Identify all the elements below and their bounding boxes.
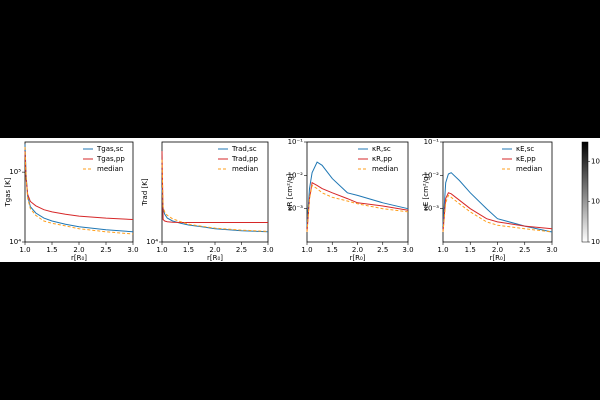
y-tick-label: 10⁻² bbox=[424, 171, 440, 179]
x-tick-label: 1.5 bbox=[465, 246, 476, 254]
x-tick-label: 1.0 bbox=[301, 246, 312, 254]
x-tick-label: 3.0 bbox=[127, 246, 138, 254]
x-tick-label: 1.0 bbox=[437, 246, 448, 254]
legend-label: κE,pp bbox=[516, 155, 536, 163]
y-axis-label: Tgas [K] bbox=[4, 177, 12, 207]
series-line bbox=[161, 187, 269, 233]
y-tick-label: 10⁴ bbox=[146, 238, 158, 246]
figure-area bbox=[0, 138, 600, 262]
x-tick-label: 2.5 bbox=[100, 246, 111, 254]
legend-label: κR,sc bbox=[372, 145, 391, 153]
legend-label: Trad,sc bbox=[231, 145, 257, 153]
legend-label: median bbox=[372, 165, 398, 173]
colorbar-tick-label: 10⁰ bbox=[591, 238, 600, 246]
series-line bbox=[306, 161, 409, 227]
colorbar-tick-label: 10² bbox=[591, 157, 600, 165]
y-axis-label: κR [cm²/g] bbox=[286, 173, 294, 210]
y-tick-label: 10⁻¹ bbox=[288, 138, 304, 146]
y-tick-label: 10⁵ bbox=[9, 168, 21, 176]
series-line bbox=[24, 146, 134, 235]
x-tick-label: 1.5 bbox=[46, 246, 57, 254]
x-tick-label: 1.0 bbox=[19, 246, 30, 254]
series-line bbox=[442, 194, 553, 233]
x-tick-label: 2.0 bbox=[492, 246, 503, 254]
x-tick-label: 3.0 bbox=[546, 246, 557, 254]
legend-label: Tgas,sc bbox=[96, 145, 124, 153]
series-line bbox=[161, 151, 268, 223]
legend-label: median bbox=[516, 165, 542, 173]
x-tick-label: 2.5 bbox=[236, 246, 247, 254]
x-tick-label: 1.5 bbox=[183, 246, 194, 254]
x-tick-label: 1.5 bbox=[327, 246, 338, 254]
legend-label: Tgas,pp bbox=[96, 155, 125, 163]
series-line bbox=[161, 159, 269, 232]
legend-label: median bbox=[232, 165, 258, 173]
colorbar bbox=[581, 141, 589, 243]
y-tick-label: 10⁴ bbox=[9, 238, 21, 246]
x-axis-label: r[R₀] bbox=[71, 254, 87, 262]
x-axis-label: r[R₀] bbox=[349, 254, 365, 262]
series-line bbox=[306, 184, 409, 233]
x-tick-label: 2.0 bbox=[209, 246, 220, 254]
x-axis-label: r[R₀] bbox=[207, 254, 223, 262]
x-tick-label: 2.5 bbox=[519, 246, 530, 254]
series-line bbox=[442, 172, 553, 233]
y-tick-label: 10⁻³ bbox=[288, 205, 304, 213]
x-tick-label: 2.0 bbox=[73, 246, 84, 254]
series-line bbox=[442, 192, 553, 233]
y-tick-label: 10⁻³ bbox=[424, 205, 440, 213]
y-axis-label: Trad [K] bbox=[141, 178, 149, 206]
colorbar-tick-label: 10¹ bbox=[591, 198, 600, 206]
y-tick-label: 10⁻¹ bbox=[424, 138, 440, 146]
x-axis-label: r[R₀] bbox=[489, 254, 505, 262]
x-tick-label: 3.0 bbox=[402, 246, 413, 254]
y-axis-label: κE [cm²/g] bbox=[422, 173, 430, 210]
legend-label: κR,pp bbox=[372, 155, 393, 163]
x-tick-label: 2.5 bbox=[377, 246, 388, 254]
legend-label: κE,sc bbox=[516, 145, 534, 153]
x-tick-label: 3.0 bbox=[262, 246, 273, 254]
legend-label: Trad,pp bbox=[231, 155, 259, 163]
x-tick-label: 2.0 bbox=[352, 246, 363, 254]
x-tick-label: 1.0 bbox=[156, 246, 167, 254]
y-tick-label: 10⁻² bbox=[288, 171, 304, 179]
legend-label: median bbox=[97, 165, 123, 173]
